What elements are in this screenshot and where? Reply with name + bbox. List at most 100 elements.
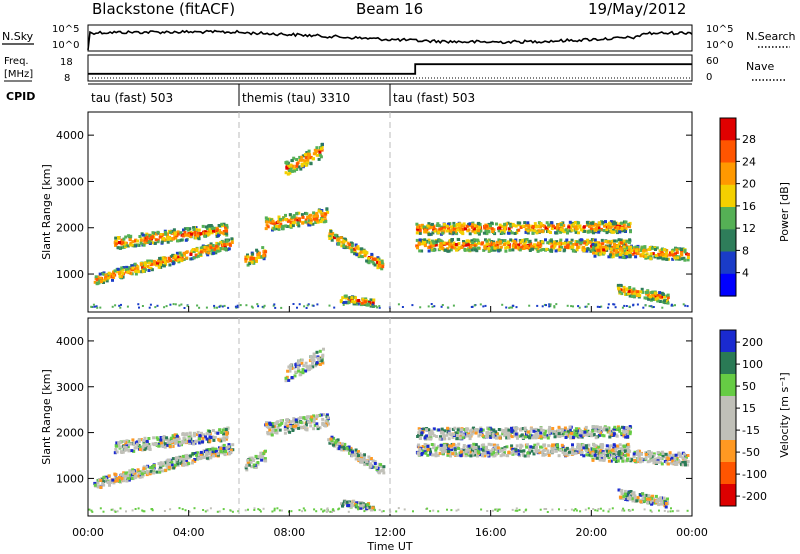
echo-cell bbox=[315, 350, 319, 354]
echo-cell bbox=[562, 224, 566, 228]
echo-cell bbox=[577, 231, 580, 235]
echo-cell bbox=[535, 450, 539, 453]
echo-cell bbox=[354, 302, 358, 306]
echo-cell bbox=[274, 428, 278, 432]
echo-cell bbox=[268, 432, 272, 436]
echo-cell bbox=[432, 443, 436, 447]
echo-cell bbox=[137, 439, 141, 443]
echo-cell bbox=[127, 448, 131, 452]
echo-cell bbox=[375, 465, 378, 469]
echo-cell bbox=[649, 255, 653, 258]
echo-cell bbox=[378, 305, 381, 308]
echo-cell bbox=[653, 291, 657, 295]
echo-cell bbox=[449, 433, 453, 437]
echo-cell bbox=[675, 251, 679, 254]
echo-cell bbox=[230, 237, 234, 241]
echo-cell bbox=[286, 219, 290, 223]
echo-cell bbox=[120, 266, 124, 270]
echo-cell bbox=[309, 355, 313, 359]
echo-cell bbox=[275, 224, 279, 228]
echo-cell bbox=[443, 226, 447, 230]
echo-cell bbox=[199, 232, 203, 236]
echo-cell bbox=[357, 299, 361, 302]
echo-cell bbox=[245, 468, 249, 472]
echo-cell bbox=[189, 434, 193, 438]
echo-cell bbox=[465, 224, 469, 228]
echo-cell bbox=[628, 432, 632, 436]
echo-cell bbox=[668, 451, 672, 455]
echo-cell bbox=[477, 434, 481, 438]
echo-cell bbox=[481, 433, 485, 437]
echo-cell bbox=[148, 447, 152, 451]
echo-cell bbox=[143, 239, 147, 243]
echo-cell bbox=[110, 272, 113, 276]
echo-cell bbox=[342, 301, 346, 304]
echo-cell bbox=[427, 428, 431, 432]
echo-cell bbox=[464, 454, 468, 458]
echo-cell bbox=[216, 306, 218, 309]
echo-cell bbox=[585, 429, 588, 433]
echo-cell bbox=[625, 305, 628, 307]
echo-cell bbox=[164, 256, 167, 260]
echo-cell bbox=[363, 254, 367, 258]
echo-cell bbox=[573, 448, 577, 452]
echo-cell bbox=[571, 443, 574, 447]
echo-cell bbox=[321, 421, 325, 425]
echo-cell bbox=[118, 274, 122, 278]
echo-cell bbox=[421, 241, 425, 245]
echo-cell bbox=[686, 258, 690, 262]
echo-cell bbox=[487, 442, 491, 446]
echo-cell bbox=[537, 449, 541, 452]
echo-cell bbox=[594, 222, 597, 226]
echo-cell bbox=[214, 431, 218, 435]
echo-cell bbox=[337, 447, 341, 451]
echo-cell bbox=[460, 428, 464, 432]
echo-cell bbox=[118, 476, 121, 479]
echo-cell bbox=[216, 249, 219, 253]
echo-cell bbox=[578, 429, 582, 433]
echo-cell bbox=[268, 426, 272, 430]
echo-cell bbox=[336, 442, 340, 446]
echo-cell bbox=[209, 224, 213, 227]
echo-cell bbox=[207, 247, 211, 251]
echo-cell bbox=[683, 249, 687, 253]
echo-cell bbox=[354, 453, 358, 457]
echo-cell bbox=[646, 460, 650, 464]
echo-cell bbox=[176, 456, 180, 460]
echo-cell bbox=[625, 430, 629, 434]
echo-cell bbox=[297, 165, 301, 169]
echo-cell bbox=[527, 454, 530, 458]
echo-cell bbox=[438, 451, 442, 455]
echo-cell bbox=[566, 246, 569, 249]
echo-cell bbox=[602, 451, 606, 455]
echo-cell bbox=[378, 264, 382, 268]
power-echo-cells bbox=[90, 142, 690, 309]
echo-cell bbox=[118, 479, 121, 483]
echo-cell bbox=[254, 256, 258, 260]
echo-cell bbox=[286, 172, 290, 176]
echo-cell bbox=[613, 303, 616, 306]
echo-cell bbox=[649, 257, 653, 261]
echo-cell bbox=[257, 305, 260, 308]
echo-cell bbox=[674, 304, 676, 307]
echo-cell bbox=[686, 463, 690, 467]
echo-cell bbox=[138, 235, 142, 238]
echo-cell bbox=[541, 450, 545, 454]
echo-cell bbox=[307, 223, 311, 227]
echo-cell bbox=[450, 448, 454, 452]
echo-cell bbox=[552, 240, 556, 244]
echo-cell bbox=[342, 239, 346, 243]
echo-cell bbox=[615, 229, 619, 233]
echo-cell bbox=[636, 303, 639, 306]
echo-cell bbox=[677, 451, 681, 455]
echo-cell bbox=[188, 227, 192, 231]
echo-cell bbox=[304, 423, 308, 427]
echo-cell bbox=[312, 358, 316, 362]
echo-cell bbox=[324, 219, 328, 223]
echo-cell bbox=[346, 246, 350, 249]
echo-cell bbox=[288, 369, 292, 373]
echo-cell bbox=[489, 443, 493, 447]
echo-cell bbox=[514, 224, 518, 228]
echo-cell bbox=[259, 454, 263, 458]
echo-cell bbox=[553, 226, 557, 230]
